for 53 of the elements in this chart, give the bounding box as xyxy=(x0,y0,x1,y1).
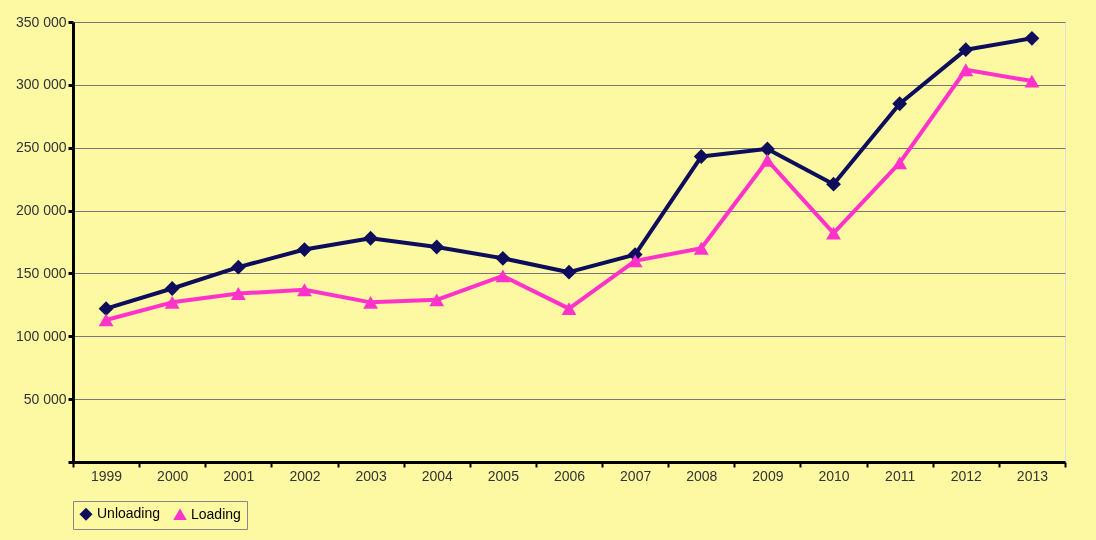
x-tick-label: 2007 xyxy=(620,467,652,484)
point xyxy=(892,156,908,170)
point xyxy=(230,259,246,275)
point xyxy=(958,63,974,77)
y-tick-label: 200 000 xyxy=(15,202,67,219)
point xyxy=(892,96,908,112)
x-tick-label: 2008 xyxy=(686,467,718,484)
point xyxy=(164,281,180,296)
point xyxy=(561,264,577,280)
point xyxy=(759,141,775,157)
point xyxy=(164,295,180,309)
x-tick-label: 2010 xyxy=(818,467,850,484)
x-tick-label: 2002 xyxy=(289,467,321,484)
point xyxy=(561,302,577,316)
x-tick-label: 2009 xyxy=(752,467,784,484)
y-tick-label: 150 000 xyxy=(15,264,67,281)
point xyxy=(429,239,445,255)
point xyxy=(826,176,841,192)
point xyxy=(693,241,709,255)
point xyxy=(759,153,775,167)
point xyxy=(363,230,379,246)
x-tick-label: 2005 xyxy=(487,467,520,484)
x-tick-label: 1999 xyxy=(90,467,123,484)
point xyxy=(495,269,511,283)
point xyxy=(693,149,709,164)
point xyxy=(297,242,312,257)
point xyxy=(627,254,643,268)
point xyxy=(1024,74,1040,88)
point xyxy=(429,293,445,307)
x-tick-label: 2001 xyxy=(223,467,255,484)
point xyxy=(230,287,246,300)
y-tick-label: 300 000 xyxy=(15,76,67,93)
point xyxy=(826,226,841,240)
legend-label: Loading xyxy=(191,505,241,522)
point xyxy=(363,295,379,309)
y-tick-label: 350 000 xyxy=(15,13,67,30)
x-tick-label: 2003 xyxy=(355,467,387,484)
y-tick-label: 100 000 xyxy=(15,327,67,344)
legend-label: Unloading xyxy=(97,505,161,522)
x-tick-label: 2000 xyxy=(157,467,189,484)
point xyxy=(98,301,114,317)
x-tick-label: 2013 xyxy=(1016,467,1049,484)
x-tick-label: 2004 xyxy=(421,467,454,484)
point xyxy=(98,313,114,327)
x-tick-label: 2006 xyxy=(553,467,586,484)
point xyxy=(297,283,312,297)
point xyxy=(1024,30,1040,46)
x-tick-label: 2012 xyxy=(950,467,983,484)
point xyxy=(495,250,511,266)
point xyxy=(958,42,974,58)
y-tick-label: 50 000 xyxy=(23,390,67,407)
y-tick-label: 250 000 xyxy=(15,139,67,156)
x-tick-label: 2011 xyxy=(885,467,916,484)
